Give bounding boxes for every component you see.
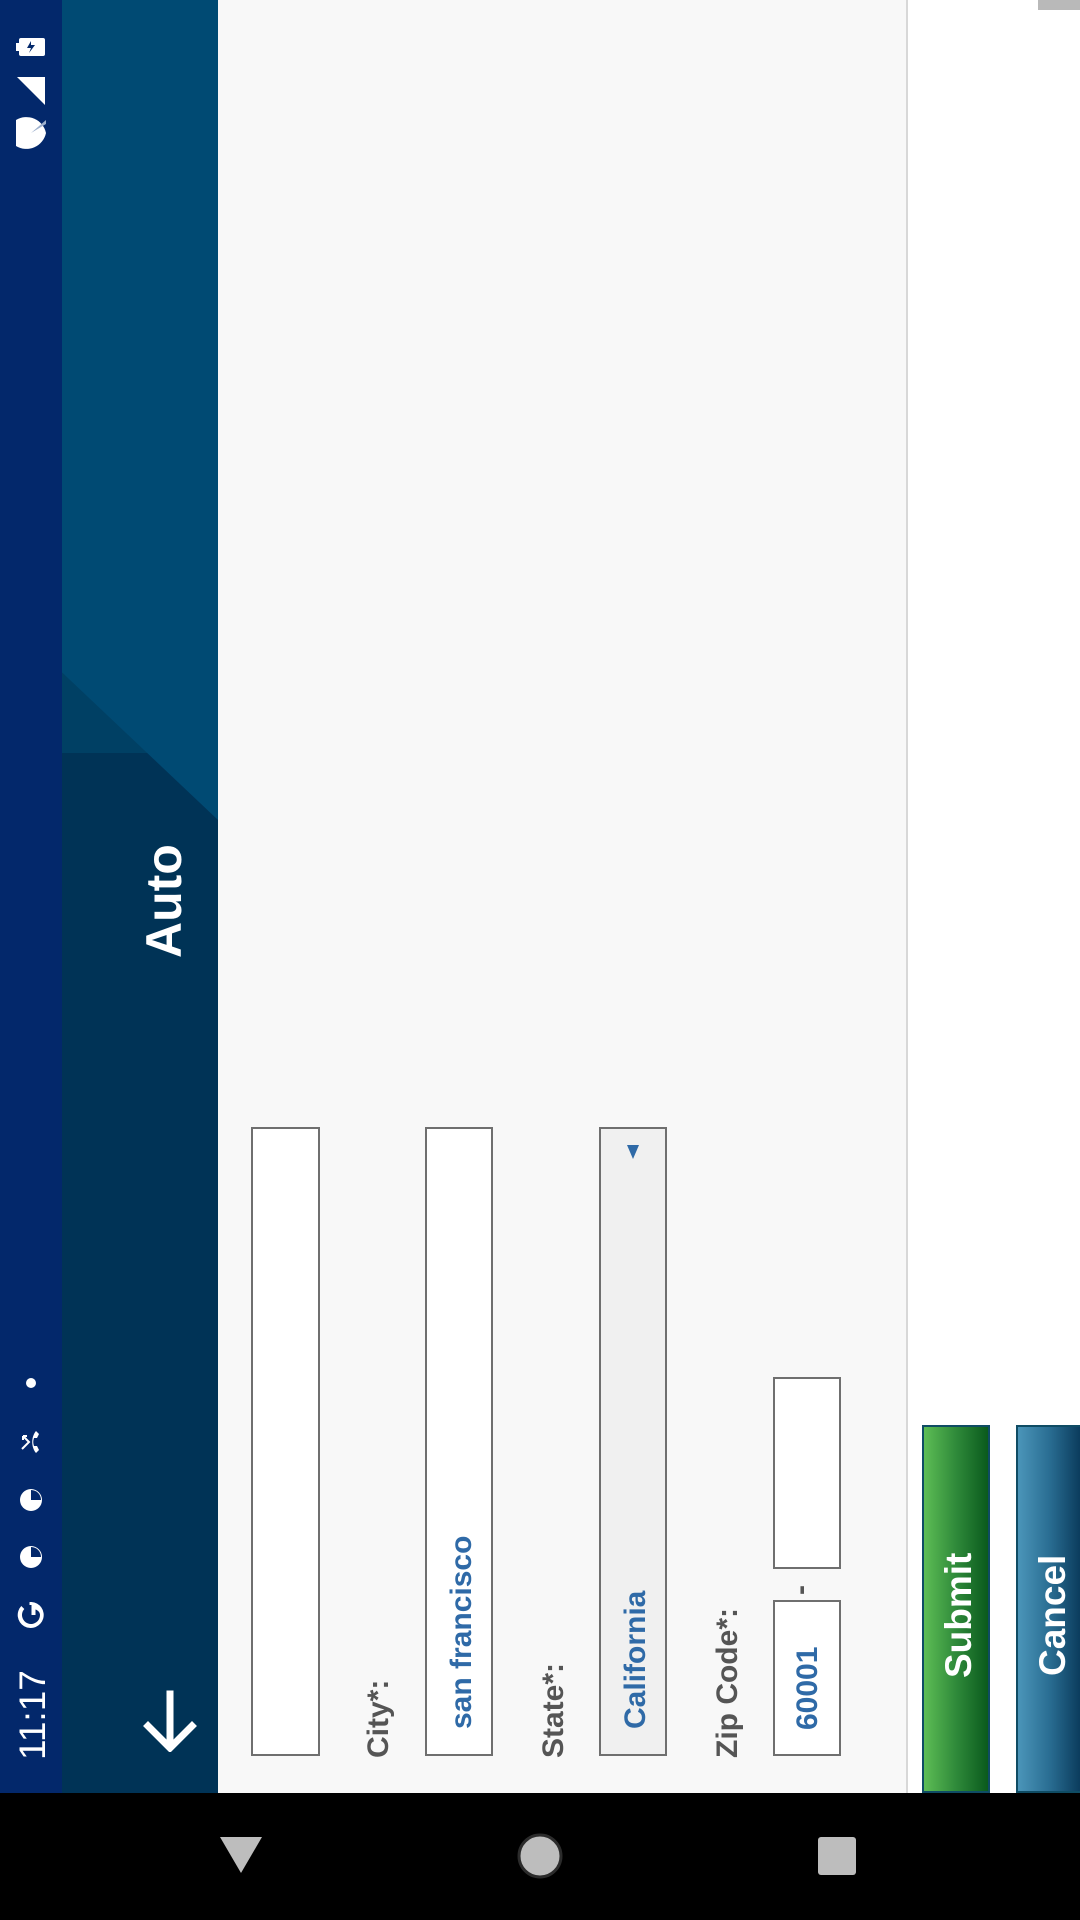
address-line2-field[interactable] xyxy=(251,1127,320,1756)
dropdown-arrow-icon xyxy=(627,1145,639,1159)
submit-button[interactable]: Submit xyxy=(922,1425,990,1793)
home-circle-icon xyxy=(517,1833,563,1879)
state-select[interactable]: California xyxy=(599,1127,667,1756)
google-icon xyxy=(14,1598,48,1632)
wifi-icon xyxy=(14,116,48,150)
city-label: City*: xyxy=(362,1679,395,1758)
state-label: State*: xyxy=(537,1662,570,1758)
status-bar: 11:17 xyxy=(0,0,62,1793)
signal-icon xyxy=(14,74,48,108)
arrow-back-icon xyxy=(143,1690,197,1753)
zip-value: 60001 xyxy=(791,1646,824,1730)
app-bar xyxy=(62,0,218,1793)
state-value: California xyxy=(619,1590,652,1729)
city-field[interactable]: san francisco xyxy=(425,1127,493,1756)
scrollbar[interactable] xyxy=(1038,0,1080,10)
more-dot-icon xyxy=(14,1366,48,1400)
battery-icon xyxy=(14,30,48,64)
navigation-bar xyxy=(0,1793,1080,1920)
back-button[interactable] xyxy=(140,1690,200,1753)
cancel-button[interactable]: Cancel xyxy=(1016,1425,1080,1793)
nav-home-button[interactable] xyxy=(516,1832,564,1885)
page-title: Auto xyxy=(136,844,192,958)
nav-back-button[interactable] xyxy=(218,1835,264,1880)
zip-extension-field[interactable] xyxy=(773,1377,841,1569)
back-triangle-icon xyxy=(220,1837,262,1873)
city-value: san francisco xyxy=(445,1535,478,1729)
zip-label: Zip Code*: xyxy=(711,1608,744,1758)
app-bar-highlight xyxy=(62,0,218,820)
zip-separator: - xyxy=(784,1585,817,1595)
notification-icon xyxy=(14,1540,48,1574)
status-time: 11:17 xyxy=(12,1670,53,1760)
nav-recents-button[interactable] xyxy=(817,1836,857,1881)
notification-icon xyxy=(14,1483,48,1517)
missed-call-icon xyxy=(14,1425,48,1459)
zip-field[interactable]: 60001 xyxy=(773,1600,841,1756)
recents-square-icon xyxy=(818,1837,856,1875)
